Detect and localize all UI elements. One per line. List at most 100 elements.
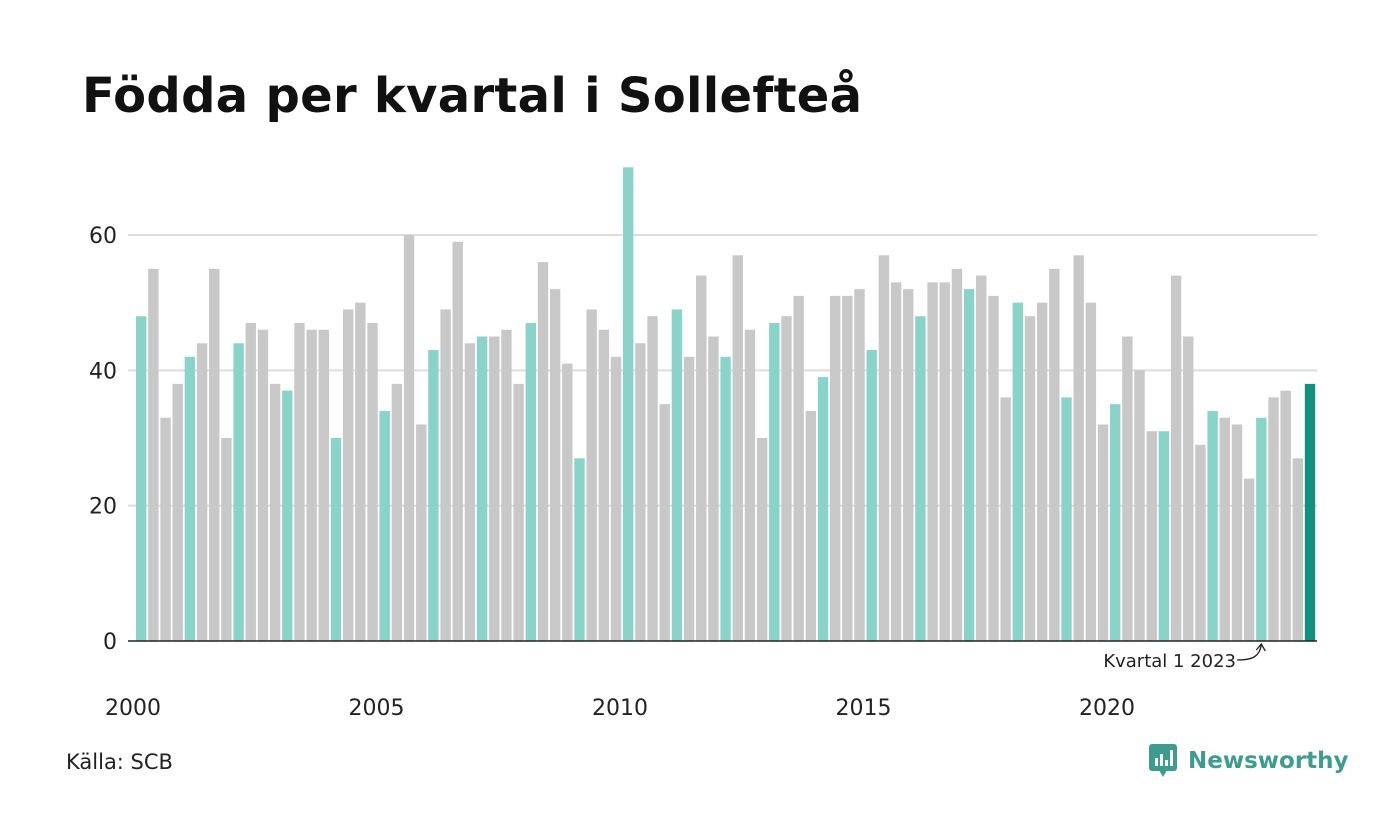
bar xyxy=(294,322,305,641)
bar xyxy=(367,322,378,641)
bar xyxy=(696,275,707,641)
bar xyxy=(756,438,768,641)
bar xyxy=(903,289,914,641)
bar xyxy=(769,322,780,641)
bar xyxy=(1292,458,1304,641)
bar xyxy=(976,275,987,641)
brand-name: Newsworthy xyxy=(1188,748,1349,774)
x-axis-ticks: 2000 2005 2010 2015 2020 xyxy=(105,696,1135,721)
bar xyxy=(1243,478,1255,641)
bar xyxy=(318,329,330,641)
bar xyxy=(1256,417,1267,641)
bar xyxy=(1024,316,1036,641)
bars xyxy=(136,167,1316,642)
bar xyxy=(136,316,147,641)
y-tick-label: 0 xyxy=(103,630,117,655)
bar xyxy=(391,383,403,641)
bar xyxy=(464,343,476,641)
bar xyxy=(1036,302,1048,641)
bar xyxy=(1183,336,1194,641)
bar xyxy=(1304,383,1316,641)
bar xyxy=(489,336,500,641)
chart-title: Födda per kvartal i Sollefteå xyxy=(82,68,863,124)
bar xyxy=(963,289,975,641)
bar xyxy=(598,329,610,641)
bar xyxy=(160,417,171,641)
annotation-arrowhead xyxy=(1255,642,1266,652)
bar xyxy=(269,383,281,641)
bar xyxy=(1085,302,1097,641)
bar xyxy=(501,329,512,641)
bar xyxy=(829,295,841,641)
bar xyxy=(732,255,743,642)
bar xyxy=(1280,390,1291,641)
bar xyxy=(209,268,220,641)
bar xyxy=(988,295,999,641)
x-tick-label: 2015 xyxy=(836,696,892,721)
bar xyxy=(440,309,451,641)
annotation-label: Kvartal 1 2023 xyxy=(1103,651,1236,672)
bar xyxy=(951,268,963,641)
bar xyxy=(525,322,536,641)
bar xyxy=(1158,431,1170,641)
bar xyxy=(1061,397,1072,641)
bar xyxy=(793,295,804,641)
bar xyxy=(403,235,415,641)
x-tick-label: 2005 xyxy=(349,696,405,721)
bar xyxy=(172,383,183,641)
bar xyxy=(330,438,342,641)
bar xyxy=(1268,397,1279,641)
y-tick-label: 20 xyxy=(89,495,117,520)
bar xyxy=(1170,275,1182,641)
bar xyxy=(708,336,719,641)
bar xyxy=(854,289,865,641)
bar xyxy=(939,282,950,641)
bar xyxy=(878,255,890,642)
bar xyxy=(184,356,196,641)
bar xyxy=(817,377,829,641)
bar xyxy=(781,316,792,641)
x-tick-label: 2010 xyxy=(592,696,648,721)
bar xyxy=(744,329,756,641)
bar xyxy=(537,262,549,641)
bar xyxy=(355,302,366,641)
bar xyxy=(1012,302,1023,641)
bar xyxy=(574,458,585,641)
bar xyxy=(1134,370,1145,641)
bar xyxy=(683,356,695,641)
bar xyxy=(610,356,622,641)
bar xyxy=(257,329,269,641)
bar xyxy=(513,383,524,641)
bar xyxy=(233,343,244,641)
y-axis-ticks: 0 20 40 60 xyxy=(89,224,117,655)
bar xyxy=(647,316,658,641)
annotation: Kvartal 1 2023 xyxy=(1103,642,1266,672)
bar xyxy=(1097,424,1109,641)
bar xyxy=(805,410,817,641)
bar xyxy=(1049,268,1060,641)
bar xyxy=(927,282,938,641)
bar xyxy=(1219,417,1230,641)
bar xyxy=(1146,431,1157,641)
y-tick-label: 60 xyxy=(89,224,117,249)
bar xyxy=(221,438,232,641)
bar xyxy=(866,350,877,641)
bar xyxy=(306,329,317,641)
bar xyxy=(549,289,561,641)
bar xyxy=(282,390,293,641)
brand-logo: Newsworthy xyxy=(1148,743,1349,779)
bar xyxy=(720,356,731,641)
bar xyxy=(586,309,597,641)
bar xyxy=(342,309,354,641)
bar xyxy=(659,404,670,641)
annotation-arrow xyxy=(1236,644,1262,661)
bar xyxy=(671,309,683,641)
bar xyxy=(562,363,573,641)
bar-chart-speech-icon xyxy=(1149,744,1177,777)
bar xyxy=(1000,397,1011,641)
bar xyxy=(915,316,926,641)
bar xyxy=(148,268,159,641)
y-tick-label: 40 xyxy=(89,359,117,384)
bar xyxy=(842,295,853,641)
